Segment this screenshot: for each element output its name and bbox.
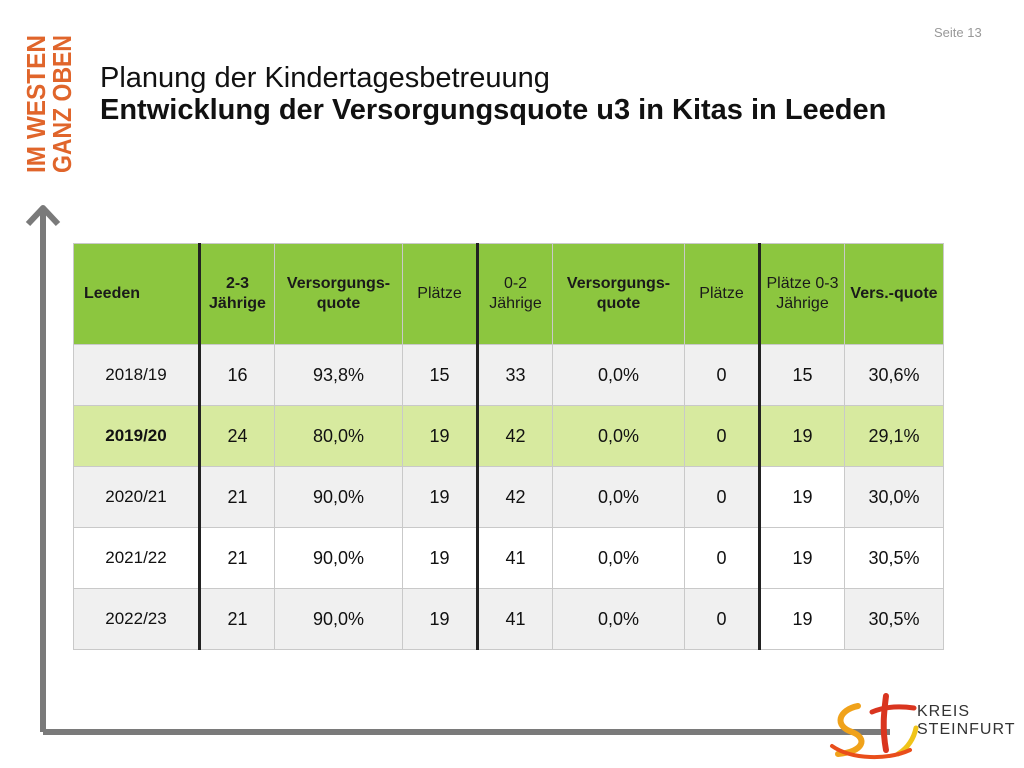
cell: 0,0% (552, 588, 685, 650)
table-row: 2020/21 21 90,0% 19 42 0,0% 0 19 30,0% (73, 466, 944, 528)
cell: 19 (402, 588, 478, 650)
row-year: 2020/21 (73, 466, 200, 528)
side-logo-line1: IM WESTEN (21, 35, 51, 173)
row-year: 2022/23 (73, 588, 200, 650)
cell: 90,0% (274, 466, 403, 528)
table-row-highlighted: 2019/20 24 80,0% 19 42 0,0% 0 19 29,1% (73, 405, 944, 467)
cell: 19 (758, 588, 845, 650)
cell: 30,5% (844, 588, 944, 650)
cell: 19 (758, 466, 845, 528)
header-versorgungsquote-0-2: Versorgungs-quote (552, 243, 685, 345)
cell: 0 (684, 344, 760, 406)
table-row: 2022/23 21 90,0% 19 41 0,0% 0 19 30,5% (73, 588, 944, 650)
cell: 0 (684, 405, 760, 467)
kreis-steinfurt-logo-mark (830, 693, 919, 759)
table-row: 2021/22 21 90,0% 19 41 0,0% 0 19 30,5% (73, 527, 944, 589)
title-line1: Planung der Kindertagesbetreuung (100, 62, 550, 94)
kreis-steinfurt-wordmark: KREIS STEINFURT (917, 703, 1015, 739)
cell: 80,0% (274, 405, 403, 467)
cell: 21 (198, 527, 275, 589)
cell: 21 (198, 466, 275, 528)
cell: 0 (684, 527, 760, 589)
cell: 0,0% (552, 527, 685, 589)
cell: 19 (758, 405, 845, 467)
title-line2: Entwicklung der Versorgungsquote u3 in K… (100, 94, 887, 126)
cell: 30,0% (844, 466, 944, 528)
header-0-2-jaehrige: 0-2 Jährige (476, 243, 553, 345)
header-vers-quote: Vers.-quote (844, 243, 944, 345)
cell: 15 (758, 344, 845, 406)
cell: 15 (402, 344, 478, 406)
header-versorgungsquote-2-3: Versorgungs-quote (274, 243, 403, 345)
row-year: 2018/19 (73, 344, 200, 406)
cell: 41 (476, 588, 553, 650)
cell: 29,1% (844, 405, 944, 467)
cell: 42 (476, 466, 553, 528)
cell: 19 (402, 405, 478, 467)
table-header-row: Leeden 2-3 Jährige Versorgungs-quote Plä… (73, 243, 944, 345)
row-year: 2019/20 (73, 405, 200, 467)
versorgungsquote-table: Leeden 2-3 Jährige Versorgungs-quote Plä… (73, 243, 944, 650)
header-leeden: Leeden (73, 243, 200, 345)
cell: 24 (198, 405, 275, 467)
side-logo-line2: GANZ OBEN (47, 35, 77, 173)
cell: 90,0% (274, 527, 403, 589)
brand-line2: STEINFURT (917, 721, 1016, 738)
header-2-3-jaehrige: 2-3 Jährige (198, 243, 275, 345)
cell: 0,0% (552, 466, 685, 528)
header-plaetze-0-3: Plätze 0-3 Jährige (758, 243, 845, 345)
cell: 0,0% (552, 344, 685, 406)
cell: 42 (476, 405, 553, 467)
cell: 19 (402, 527, 478, 589)
cell: 41 (476, 527, 553, 589)
cell: 16 (198, 344, 275, 406)
header-plaetze-2-3: Plätze (402, 243, 478, 345)
im-westen-ganz-oben-logo: IM WESTEN GANZ OBEN (21, 35, 77, 173)
cell: 33 (476, 344, 553, 406)
slide-title: Planung der Kindertagesbetreuung Entwick… (100, 62, 980, 126)
header-plaetze-0-2: Plätze (684, 243, 760, 345)
table-row: 2018/19 16 93,8% 15 33 0,0% 0 15 30,6% (73, 344, 944, 406)
cell: 0,0% (552, 405, 685, 467)
cell: 19 (402, 466, 478, 528)
brand-line1: KREIS (917, 703, 971, 720)
row-year: 2021/22 (73, 527, 200, 589)
cell: 0 (684, 588, 760, 650)
cell: 90,0% (274, 588, 403, 650)
cell: 0 (684, 466, 760, 528)
cell: 93,8% (274, 344, 403, 406)
cell: 30,5% (844, 527, 944, 589)
cell: 21 (198, 588, 275, 650)
cell: 30,6% (844, 344, 944, 406)
cell: 19 (758, 527, 845, 589)
page-number: Seite 13 (934, 25, 982, 40)
